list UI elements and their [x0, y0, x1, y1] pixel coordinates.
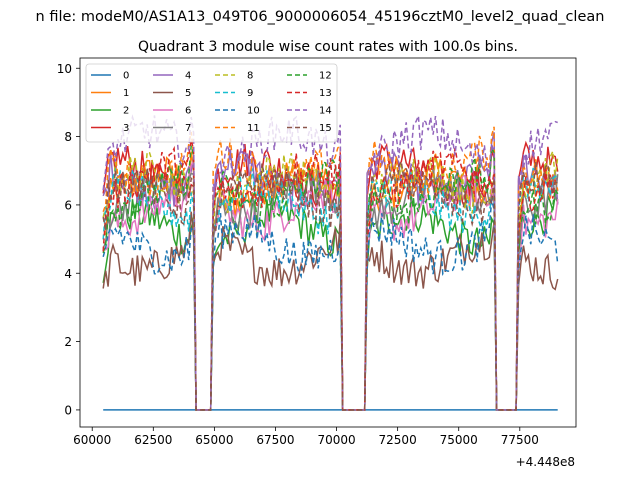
legend-label-7: 7	[185, 123, 191, 134]
y-tick-label: 6	[64, 198, 72, 212]
y-axis: 0 2 4 6 8 10	[57, 62, 80, 417]
figure-suptitle: n file: modeM0/AS1A13_049T06_9000006054_…	[36, 9, 605, 25]
x-tick-label: 62500	[134, 433, 172, 447]
y-tick-label: 0	[64, 403, 72, 417]
legend-label-10: 10	[247, 106, 260, 117]
legend-label-6: 6	[185, 106, 191, 117]
legend-label-1: 1	[123, 88, 129, 99]
x-axis-offset-label: +4.448e8	[516, 455, 575, 469]
y-tick-label: 2	[64, 335, 72, 349]
series-line-13	[102, 139, 558, 411]
legend-label-9: 9	[247, 88, 253, 99]
x-tick-label: 77500	[501, 433, 539, 447]
plot-series	[102, 114, 559, 411]
x-tick-label: 72500	[379, 433, 417, 447]
legend-label-0: 0	[123, 71, 129, 82]
legend-label-5: 5	[185, 88, 191, 99]
y-tick-label: 4	[64, 267, 72, 281]
series-line-7	[102, 167, 559, 411]
legend-label-14: 14	[319, 106, 332, 117]
series-line-10	[102, 199, 559, 411]
legend-label-11: 11	[247, 123, 260, 134]
x-tick-label: 65000	[195, 433, 233, 447]
y-tick-label: 10	[57, 62, 72, 76]
legend-label-12: 12	[319, 71, 332, 82]
legend-label-3: 3	[123, 123, 129, 134]
x-axis: 60000 62500 65000 67500 70000 72500 75000 77500	[73, 427, 539, 447]
legend-label-13: 13	[319, 88, 332, 99]
legend-label-4: 4	[185, 71, 191, 82]
series-line-8	[102, 150, 559, 411]
chart-title: Quadrant 3 module wise count rates with …	[138, 39, 518, 55]
series-line-14	[102, 114, 558, 411]
x-tick-label: 70000	[317, 433, 355, 447]
series-line-2	[102, 192, 559, 411]
legend-box	[85, 63, 338, 143]
series-line-9	[102, 167, 559, 411]
legend-label-8: 8	[247, 71, 253, 82]
legend-label-15: 15	[319, 123, 332, 134]
y-tick-label: 8	[64, 130, 72, 144]
axes-frame	[79, 57, 577, 428]
legend-label-2: 2	[123, 106, 129, 117]
x-tick-label: 67500	[256, 433, 294, 447]
x-tick-label: 75000	[440, 433, 478, 447]
x-tick-label: 60000	[73, 433, 111, 447]
